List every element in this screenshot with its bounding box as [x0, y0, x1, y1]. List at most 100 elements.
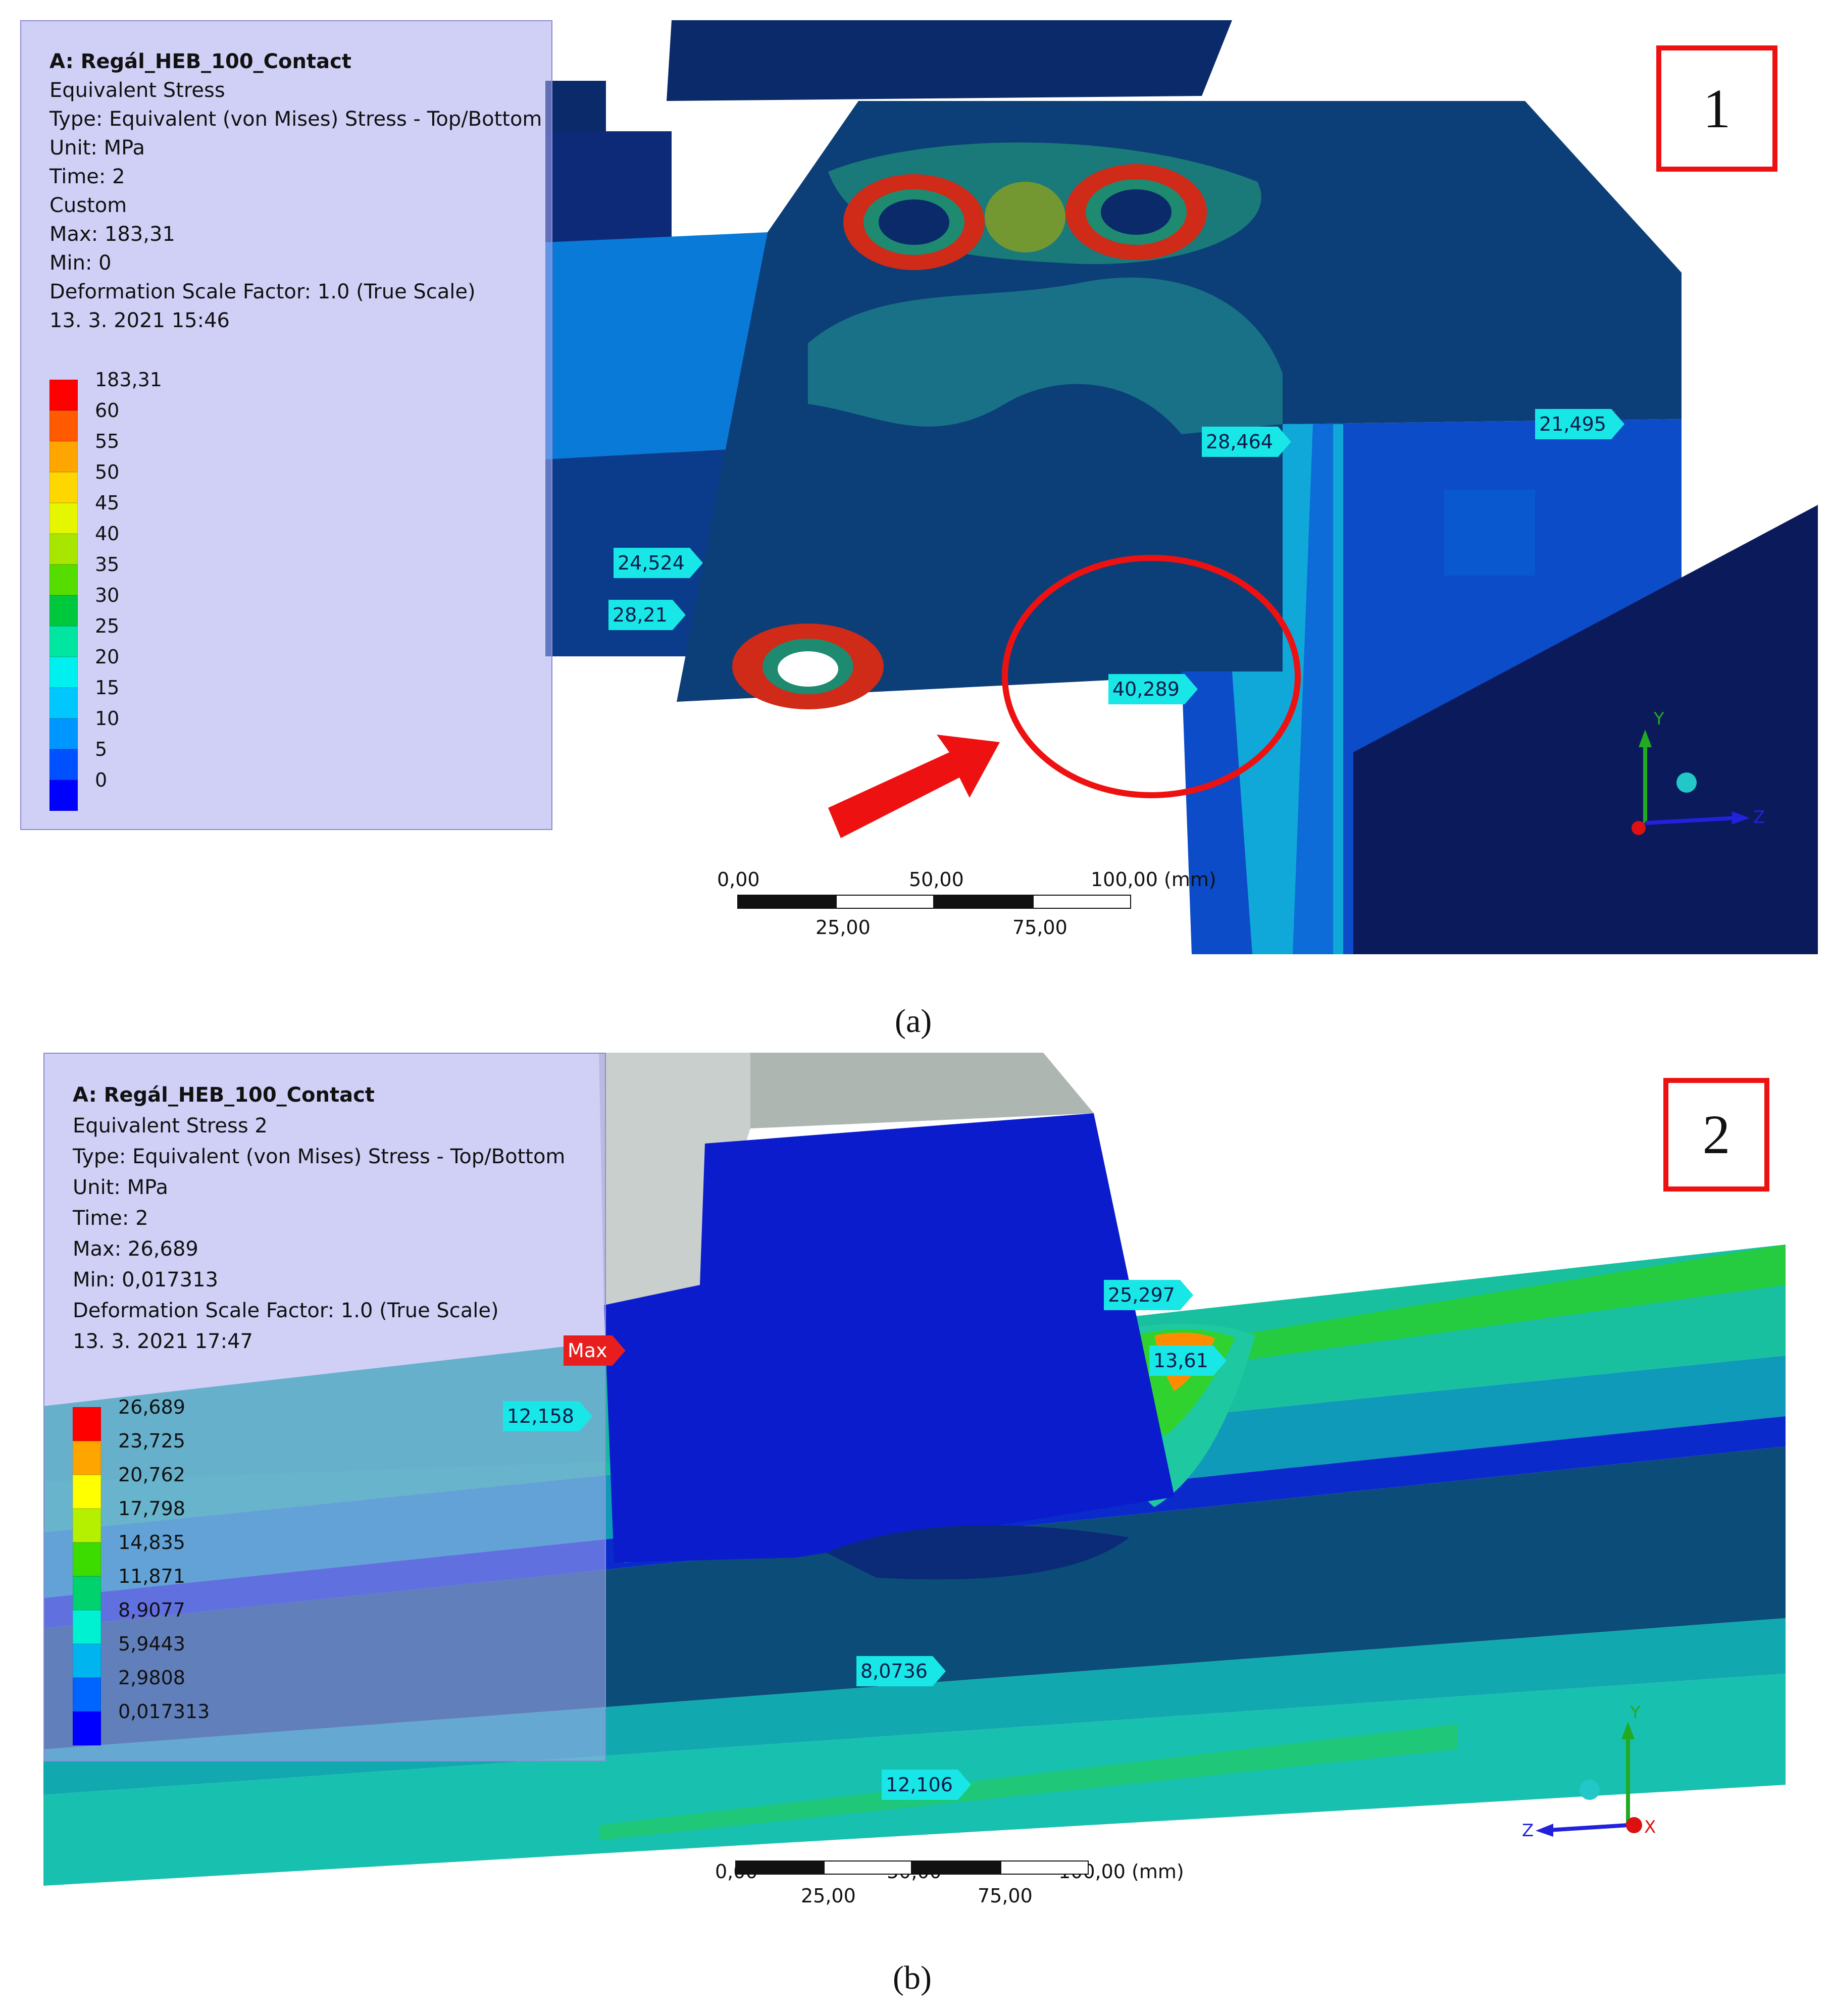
probe-label[interactable]: 28,464 [1202, 427, 1291, 457]
probe-label[interactable]: 24,524 [614, 548, 703, 578]
legend-label: 2,9808 [118, 1667, 185, 1689]
legend-label: 35 [95, 553, 120, 576]
legend-swatch [49, 595, 78, 626]
info-unit: Unit: MPa [73, 1176, 168, 1199]
panel-marker: 1 [1656, 45, 1777, 172]
result-info-box: A: Regál_HEB_100_Contact Equivalent Stre… [20, 20, 552, 830]
figure-caption-a: (a) [895, 1003, 932, 1040]
stress-contour-model-a[interactable]: Y Z [20, 20, 1818, 954]
info-max: Max: 26,689 [73, 1237, 198, 1261]
legend-label: 55 [95, 430, 120, 452]
legend-label: 20 [95, 646, 120, 668]
legend-label: 0 [95, 769, 108, 791]
legend-swatch [49, 503, 78, 534]
legend-swatch [73, 1441, 101, 1475]
probe-label[interactable]: 21,495 [1535, 409, 1624, 439]
legend-swatch [49, 626, 78, 657]
info-min: Min: 0 [49, 251, 112, 275]
max-probe-label[interactable]: Max [564, 1335, 626, 1366]
legend-label: 183,31 [95, 369, 162, 391]
legend-label: 17,798 [118, 1497, 185, 1520]
legend-swatch [73, 1509, 101, 1542]
legend-label: 26,689 [118, 1396, 185, 1418]
legend-label: 5 [95, 738, 108, 760]
info-title: A: Regál_HEB_100_Contact [49, 50, 351, 73]
scale-tick-25: 25,00 [816, 916, 871, 939]
legend-label: 40 [95, 523, 120, 545]
info-unit: Unit: MPa [49, 136, 145, 160]
legend-swatch [49, 780, 78, 811]
legend-label: 15 [95, 677, 120, 699]
legend-swatch [49, 441, 78, 472]
legend-label: 5,9443 [118, 1633, 185, 1655]
legend-swatch [73, 1712, 101, 1745]
legend-label: 20,762 [118, 1464, 185, 1486]
probe-label[interactable]: 40,289 [1108, 674, 1198, 704]
result-view-a[interactable]: Y Z A: Regál_HEB_100_Contact Equivalent … [20, 20, 1818, 954]
legend-swatch [49, 380, 78, 410]
info-max: Max: 183,31 [49, 223, 175, 246]
legend-swatch [49, 749, 78, 780]
info-min: Min: 0,017313 [73, 1268, 219, 1291]
legend-swatch [49, 534, 78, 564]
scale-tick-25: 25,00 [801, 1885, 856, 1907]
legend-label: 23,725 [118, 1430, 185, 1452]
scale-tick-75: 75,00 [978, 1885, 1033, 1907]
legend-label: 10 [95, 707, 120, 730]
scale-bar: 0,00 50,00 100,00 (mm) 25,00 75,00 [717, 868, 1216, 949]
scale-tick-50: 50,00 [909, 868, 964, 891]
info-type: Type: Equivalent (von Mises) Stress - To… [73, 1145, 566, 1168]
legend-swatch [73, 1475, 101, 1509]
legend-swatch [73, 1644, 101, 1678]
legend-swatch [73, 1542, 101, 1576]
info-result: Equivalent Stress [49, 79, 225, 102]
legend-label: 30 [95, 584, 120, 606]
axis-x-label: X [1644, 1817, 1656, 1837]
info-type: Type: Equivalent (von Mises) Stress - To… [49, 108, 542, 131]
probe-label[interactable]: 8,0736 [856, 1656, 946, 1686]
legend-swatch [73, 1678, 101, 1712]
axis-y-label: Y [1653, 709, 1664, 729]
legend-label: 45 [95, 492, 120, 514]
info-deformation: Deformation Scale Factor: 1.0 (True Scal… [49, 280, 476, 303]
probe-label[interactable]: 25,297 [1104, 1280, 1193, 1310]
probe-label[interactable]: 13,61 [1149, 1346, 1227, 1376]
legend-label: 14,835 [118, 1531, 185, 1554]
axis-y-label: Y [1630, 1702, 1641, 1723]
probe-label[interactable]: 12,158 [503, 1401, 592, 1431]
figure-caption-b: (b) [893, 1959, 932, 1996]
axis-z-label: Z [1753, 807, 1765, 828]
info-time: Time: 2 [49, 165, 125, 188]
legend-label: 0,017313 [118, 1700, 210, 1723]
legend-swatch [73, 1610, 101, 1644]
info-mode: Custom [49, 194, 127, 217]
legend-swatch [49, 657, 78, 688]
legend-label: 8,9077 [118, 1599, 185, 1621]
legend-swatch [49, 410, 78, 441]
result-view-b[interactable]: Y Z X A: Regál_HEB_100_Contact Equivalen… [43, 1053, 1786, 1901]
scale-tick-0: 0,00 [717, 868, 760, 891]
info-date: 13. 3. 2021 17:47 [73, 1330, 253, 1353]
legend-swatch [49, 472, 78, 503]
legend-label: 50 [95, 461, 120, 483]
scale-tick-100: 100,00 (mm) [1091, 868, 1216, 891]
legend-label: 11,871 [118, 1565, 185, 1587]
legend-label: 25 [95, 615, 120, 637]
panel-marker: 2 [1663, 1078, 1769, 1192]
axis-z-label: Z [1522, 1821, 1534, 1841]
legend-swatch [49, 688, 78, 718]
legend-swatch [73, 1576, 101, 1610]
info-result: Equivalent Stress 2 [73, 1114, 268, 1138]
legend-swatch [73, 1407, 101, 1441]
legend-swatch [49, 564, 78, 595]
legend-swatch [49, 718, 78, 749]
info-date: 13. 3. 2021 15:46 [49, 309, 230, 332]
scale-tick-75: 75,00 [1012, 916, 1067, 939]
info-deformation: Deformation Scale Factor: 1.0 (True Scal… [73, 1299, 499, 1322]
legend-label: 60 [95, 399, 120, 422]
info-title: A: Regál_HEB_100_Contact [73, 1083, 375, 1107]
probe-label[interactable]: 28,21 [608, 600, 686, 630]
info-time: Time: 2 [73, 1207, 148, 1230]
probe-label[interactable]: 12,106 [882, 1770, 971, 1800]
scale-bar-segments: 25,00 75,00 [715, 1860, 1089, 1936]
